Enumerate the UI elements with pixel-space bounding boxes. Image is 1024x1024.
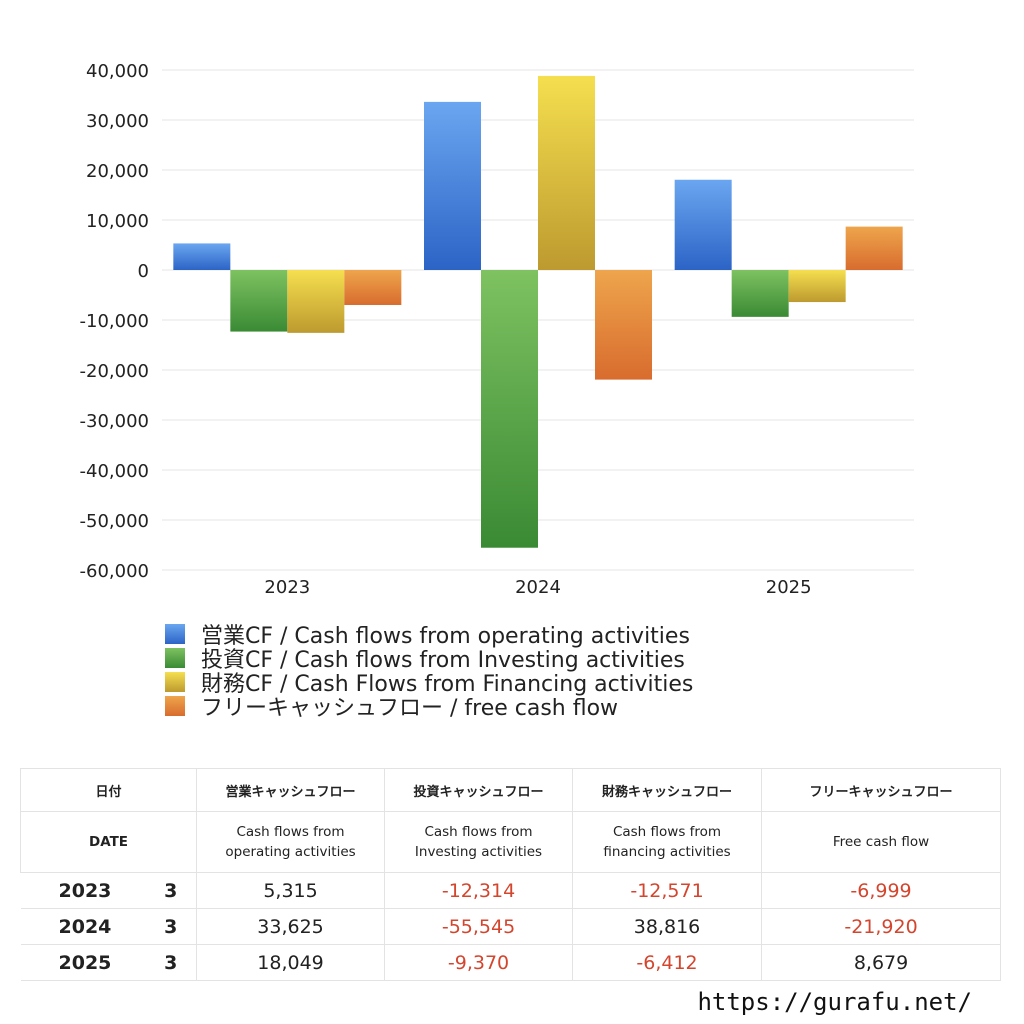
y-tick-label: -30,000	[80, 411, 149, 432]
table-header-en: DATE Cash flows from operating activities…	[19, 811, 1002, 873]
y-axis-ticks: 40,000 30,000 20,000 10,000 0 -10,000 -20,000 -…	[80, 61, 149, 582]
cell-financing: 38,816	[572, 908, 763, 945]
table-row: 2023 3 5,315 -12,314 -12,571 -6,999	[20, 872, 1002, 909]
row-month: 3	[145, 872, 198, 909]
row-month: 3	[145, 944, 198, 981]
header-free-en: Free cash flow	[761, 811, 1002, 873]
bar-operating-2023	[173, 243, 231, 270]
legend-swatch-financing	[165, 672, 185, 692]
legend-label-investing: 投資CF / Cash flows from Investing activit…	[201, 648, 685, 673]
legend-swatch-investing	[165, 648, 185, 668]
cash-flow-bar-chart: 40,000 30,000 20,000 10,000 0 -10,000 -20,000 -…	[80, 61, 914, 598]
legend-swatch-operating	[165, 624, 185, 644]
x-tick-label: 2024	[515, 577, 561, 598]
header-financing-en: Cash flows from financing activities	[572, 811, 763, 873]
legend-item-financing: 財務CF / Cash Flows from Financing activit…	[165, 670, 693, 697]
legend-swatch-free	[165, 696, 185, 716]
cell-operating: 5,315	[196, 872, 386, 909]
x-axis-ticks: 2023 2024 2025	[264, 577, 811, 598]
bar-investing-2025	[731, 270, 789, 317]
y-tick-label: -50,000	[80, 511, 149, 532]
row-month: 3	[145, 908, 198, 945]
bar-investing-2024	[481, 270, 538, 548]
cell-investing: -55,545	[384, 908, 574, 945]
header-investing-jp: 投資キャッシュフロー	[384, 768, 574, 812]
header-operating-en-line1: Cash flows from	[236, 824, 345, 840]
header-date-en: DATE	[19, 811, 198, 873]
header-operating-en-line2: operating activities	[225, 844, 356, 860]
bars	[173, 75, 903, 548]
cash-flow-table: 日付 営業キャッシュフロー 投資キャッシュフロー 財務キャッシュフロー フリーキ…	[19, 768, 1002, 981]
legend-label-free: フリーキャッシュフロー / free cash flow	[201, 696, 619, 721]
y-tick-label: -60,000	[80, 561, 149, 582]
x-tick-label: 2023	[264, 577, 310, 598]
header-financing-jp: 財務キャッシュフロー	[572, 768, 763, 812]
header-date-jp: 日付	[19, 768, 198, 812]
header-operating-jp: 営業キャッシュフロー	[196, 768, 386, 812]
table-row: 2024 3 33,625 -55,545 38,816 -21,920	[20, 908, 1002, 945]
header-free-jp: フリーキャッシュフロー	[761, 768, 1002, 812]
header-investing-en-line1: Cash flows from	[424, 824, 533, 840]
table-header-jp: 日付 営業キャッシュフロー 投資キャッシュフロー 財務キャッシュフロー フリーキ…	[19, 768, 1002, 812]
y-tick-label: -40,000	[80, 461, 149, 482]
y-tick-label: 20,000	[86, 161, 149, 182]
x-tick-label: 2025	[766, 577, 812, 598]
header-financing-en-line1: Cash flows from	[612, 824, 722, 840]
bar-free-2024	[595, 270, 652, 380]
y-tick-label: 40,000	[86, 61, 149, 82]
row-year: 2023	[20, 872, 146, 909]
y-tick-label: 10,000	[86, 211, 149, 232]
cell-financing: -12,571	[572, 872, 763, 909]
cell-operating: 33,625	[196, 908, 386, 945]
header-financing-en-line2: financing activities	[603, 844, 731, 860]
row-year: 2025	[20, 944, 146, 981]
header-investing-en-line2: Investing activities	[414, 844, 543, 860]
bar-financing-2024	[538, 75, 595, 270]
legend-item-operating: 営業CF / Cash flows from operating activit…	[165, 622, 693, 649]
cell-operating: 18,049	[196, 944, 386, 981]
chart-legend: 営業CF / Cash flows from operating activit…	[165, 622, 693, 721]
cell-investing: -12,314	[384, 872, 574, 909]
cell-investing: -9,370	[384, 944, 574, 981]
y-tick-label: 30,000	[86, 111, 149, 132]
bar-investing-2023	[230, 270, 288, 332]
bar-financing-2023	[287, 270, 345, 333]
bar-operating-2024	[424, 101, 481, 270]
cell-free: 8,679	[761, 944, 1002, 981]
y-tick-label: -20,000	[80, 361, 149, 382]
bar-operating-2025	[674, 179, 732, 270]
legend-label-financing: 財務CF / Cash Flows from Financing activit…	[201, 672, 694, 697]
row-year: 2024	[20, 908, 146, 945]
header-operating-en: Cash flows from operating activities	[196, 811, 386, 873]
cell-free: -6,999	[761, 872, 1002, 909]
legend-item-investing: 投資CF / Cash flows from Investing activit…	[165, 646, 693, 673]
legend-item-free: フリーキャッシュフロー / free cash flow	[165, 694, 693, 721]
site-url: https://gurafu.net/	[697, 988, 972, 1016]
table-row: 2025 3 18,049 -9,370 -6,412 8,679	[20, 944, 1002, 981]
y-tick-label: 0	[138, 261, 149, 282]
header-investing-en: Cash flows from Investing activities	[384, 811, 574, 873]
cell-financing: -6,412	[572, 944, 763, 981]
cell-free: -21,920	[761, 908, 1002, 945]
legend-label-operating: 営業CF / Cash flows from operating activit…	[201, 624, 690, 649]
bar-free-2025	[845, 226, 903, 270]
bar-free-2023	[344, 270, 402, 305]
bar-financing-2025	[788, 270, 846, 303]
y-tick-label: -10,000	[80, 311, 149, 332]
